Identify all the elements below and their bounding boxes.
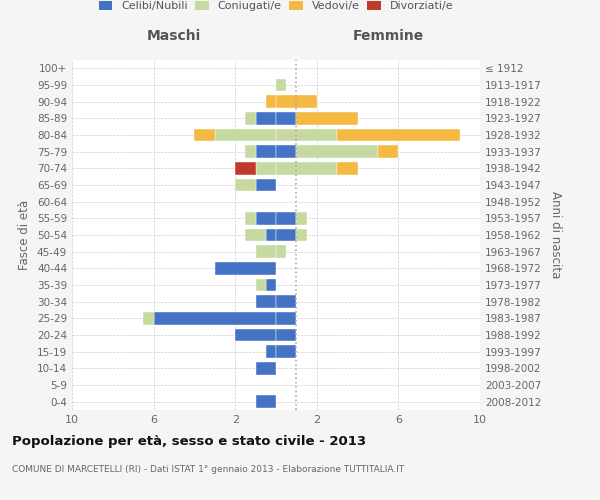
Bar: [276, 229, 296, 241]
Text: Maschi: Maschi: [147, 30, 201, 44]
Bar: [276, 212, 296, 224]
Bar: [266, 279, 276, 291]
Bar: [256, 296, 276, 308]
Bar: [337, 162, 358, 174]
Y-axis label: Fasce di età: Fasce di età: [19, 200, 31, 270]
Text: Popolazione per età, sesso e stato civile - 2013: Popolazione per età, sesso e stato civil…: [12, 435, 366, 448]
Bar: [235, 329, 276, 341]
Bar: [337, 129, 460, 141]
Bar: [296, 229, 307, 241]
Text: COMUNE DI MARCETELLI (RI) - Dati ISTAT 1° gennaio 2013 - Elaborazione TUTTITALIA: COMUNE DI MARCETELLI (RI) - Dati ISTAT 1…: [12, 465, 404, 474]
Bar: [378, 146, 398, 158]
Bar: [276, 162, 337, 174]
Bar: [256, 396, 276, 408]
Bar: [256, 146, 276, 158]
Bar: [276, 346, 296, 358]
Bar: [215, 129, 276, 141]
Bar: [266, 229, 276, 241]
Bar: [296, 212, 307, 224]
Bar: [276, 129, 337, 141]
Bar: [266, 96, 276, 108]
Bar: [296, 112, 358, 124]
Bar: [215, 262, 276, 274]
Bar: [235, 179, 256, 192]
Bar: [276, 296, 296, 308]
Legend: Celibi/Nubili, Coniugati/e, Vedovi/e, Divorziati/e: Celibi/Nubili, Coniugati/e, Vedovi/e, Di…: [99, 0, 453, 11]
Bar: [245, 229, 266, 241]
Bar: [245, 146, 256, 158]
Bar: [276, 312, 296, 324]
Bar: [276, 246, 286, 258]
Bar: [143, 312, 154, 324]
Bar: [194, 129, 215, 141]
Y-axis label: Anni di nascita: Anni di nascita: [550, 192, 562, 278]
Bar: [256, 112, 276, 124]
Bar: [256, 162, 276, 174]
Bar: [256, 362, 276, 374]
Bar: [245, 212, 256, 224]
Bar: [276, 112, 296, 124]
Bar: [276, 96, 317, 108]
Bar: [235, 162, 256, 174]
Bar: [296, 146, 378, 158]
Text: Femmine: Femmine: [353, 30, 424, 44]
Bar: [256, 179, 276, 192]
Bar: [256, 212, 276, 224]
Bar: [276, 329, 296, 341]
Bar: [256, 246, 276, 258]
Bar: [256, 279, 266, 291]
Bar: [154, 312, 276, 324]
Bar: [245, 112, 256, 124]
Bar: [276, 146, 296, 158]
Bar: [266, 346, 276, 358]
Bar: [276, 79, 286, 92]
